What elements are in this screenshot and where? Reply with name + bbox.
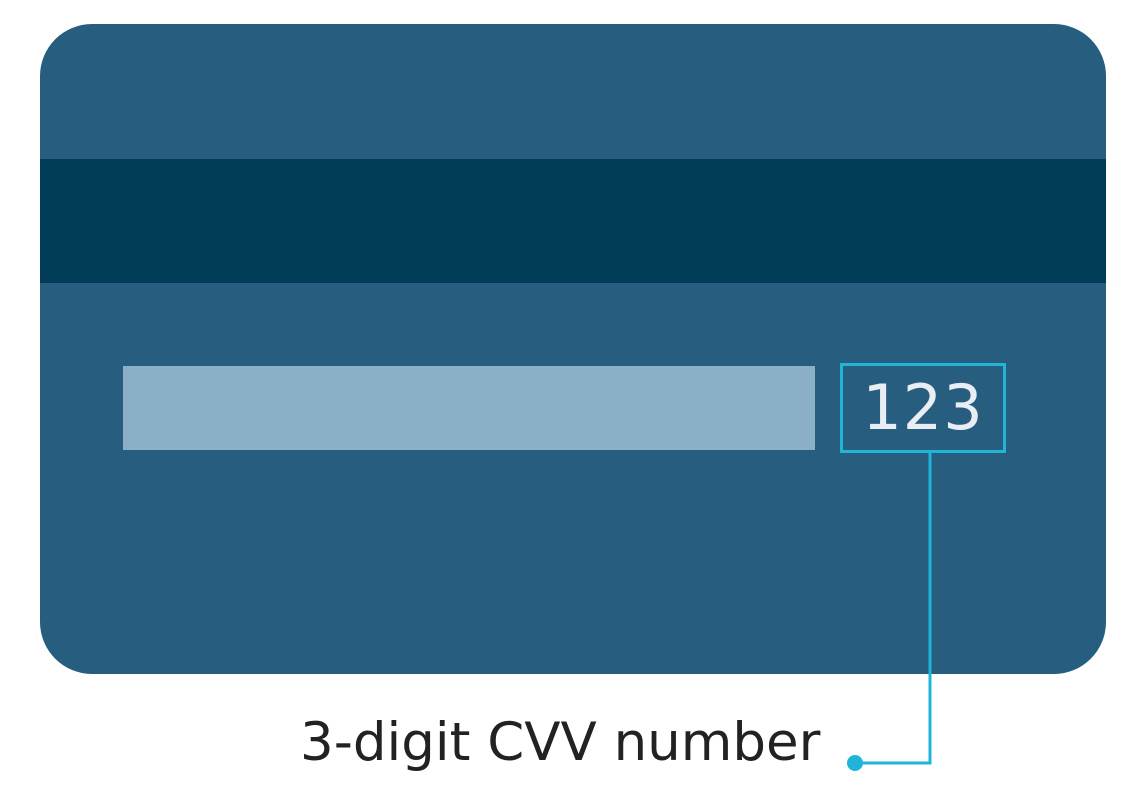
cvv-caption: 3-digit CVV number — [300, 712, 821, 773]
magnetic-stripe — [40, 159, 1106, 283]
cvv-value: 123 — [862, 371, 984, 444]
cvv-highlight-box: 123 — [840, 363, 1006, 453]
callout-dot — [847, 755, 863, 771]
signature-strip — [123, 366, 815, 450]
credit-card-back: 123 — [40, 24, 1106, 674]
